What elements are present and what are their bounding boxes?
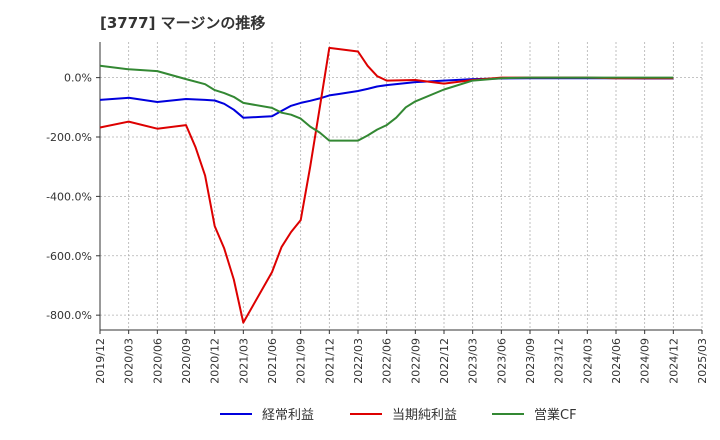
x-tick-label: 2022/03: [352, 338, 365, 384]
x-tick-label: 2021/03: [237, 338, 250, 384]
x-tick-label: 2023/12: [553, 338, 566, 384]
x-tick-label: 2021/09: [295, 338, 308, 384]
y-tick-label: -800.0%: [46, 309, 92, 322]
legend-label-1: 経常利益: [262, 408, 314, 423]
legend-label-2: 当期純利益: [392, 408, 457, 423]
x-tick-label: 2020/03: [123, 338, 136, 384]
x-tick-label: 2022/09: [409, 338, 422, 384]
x-tick-label: 2023/06: [495, 338, 508, 384]
x-tick-label: 2021/06: [266, 338, 279, 384]
legend-label-3: 営業CF: [534, 407, 577, 423]
y-tick-label: -400.0%: [46, 190, 92, 203]
x-tick-label: 2024/12: [667, 338, 680, 384]
x-tick-label: 2020/09: [180, 338, 193, 384]
x-tick-label: 2022/12: [438, 338, 451, 384]
x-tick-label: 2020/06: [151, 338, 164, 384]
series-line-3: [99, 64, 674, 142]
x-tick-label: 2023/03: [467, 338, 480, 384]
y-tick-label: -600.0%: [46, 250, 92, 263]
x-tick-label: 2024/06: [610, 338, 623, 384]
x-tick-label: 2021/12: [323, 338, 336, 384]
x-tick-label: 2023/09: [524, 338, 537, 384]
chart-title: [3777] マージンの推移: [100, 14, 266, 32]
x-tick-label: 2020/12: [209, 338, 222, 384]
x-tick-label: 2024/09: [639, 338, 652, 384]
y-tick-label: -200.0%: [46, 131, 92, 144]
x-tick-label: 2024/03: [581, 338, 594, 384]
y-tick-label: 0.0%: [64, 72, 92, 85]
x-tick-label: 2019/12: [94, 338, 107, 384]
plot-area: [100, 42, 702, 330]
x-tick-label: 2022/06: [381, 338, 394, 384]
x-tick-label: 2025/03: [696, 338, 709, 384]
